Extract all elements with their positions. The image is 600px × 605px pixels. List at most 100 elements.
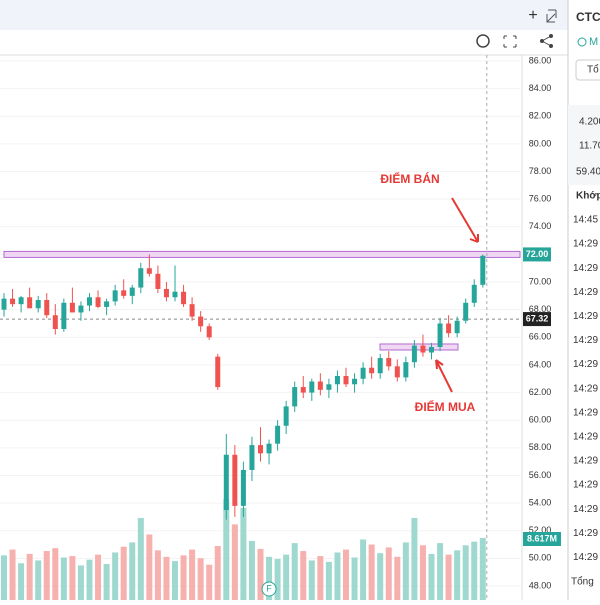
y-tick-label: 70.00 [529, 276, 552, 286]
trade-time: 14:29 [573, 407, 598, 418]
trade-time: 14:29 [573, 456, 598, 467]
candle-body [138, 268, 144, 288]
volume-bar [445, 554, 452, 600]
volume-bar [206, 564, 213, 600]
candle-body [1, 298, 7, 310]
volume-bar [479, 537, 486, 600]
volume-bar [172, 561, 178, 600]
event-marker [261, 581, 277, 597]
volume-bar [103, 564, 110, 600]
volume-bar [291, 543, 298, 600]
volume-bar [343, 549, 349, 600]
buy-arrow [435, 359, 453, 393]
y-tick-label: 78.00 [529, 166, 552, 176]
price-tag [523, 247, 551, 262]
trade-time: 14:45 [573, 215, 598, 226]
volume-bar [35, 560, 42, 600]
volume-bar [317, 556, 324, 600]
volume-bar [428, 553, 435, 600]
side-panel [568, 0, 600, 600]
candle-body [343, 376, 349, 385]
status: M [589, 36, 598, 48]
add-icon[interactable]: + [528, 7, 537, 24]
event-marker-label: F [266, 583, 272, 593]
volume-bar [86, 559, 93, 600]
volume-bar [163, 556, 170, 600]
volume-bar [437, 543, 444, 600]
candle-body [18, 297, 24, 305]
volume-bar [334, 552, 341, 600]
candle-body [95, 297, 101, 307]
volume-bar [394, 556, 401, 600]
settings-icon[interactable] [476, 34, 490, 48]
candle-body [377, 358, 383, 374]
candle-body [283, 406, 289, 426]
candle-body [275, 425, 281, 444]
candle-body [266, 443, 272, 454]
volume-bar [137, 517, 144, 600]
volume-bar [52, 548, 59, 600]
fullscreen-icon[interactable] [503, 35, 517, 48]
stat: 59.40 [576, 167, 600, 178]
y-tick-label: 60.00 [529, 415, 552, 425]
candle-body [35, 300, 41, 309]
stat: 4.200 [579, 117, 600, 128]
volume-bar [189, 549, 196, 600]
volume-bar [1, 555, 7, 600]
volume-bar [274, 558, 281, 600]
y-tick-label: 58.00 [529, 442, 552, 452]
y-tick-label: 66.00 [529, 332, 552, 342]
candle-body [471, 284, 477, 303]
trade-time: 14:29 [573, 528, 598, 539]
volume-bar [26, 553, 33, 600]
candle-body [112, 290, 118, 302]
volume-bar [180, 555, 187, 600]
trade-time: 14:29 [573, 552, 598, 563]
candle-body [172, 291, 178, 298]
volume-bar [308, 560, 315, 600]
tab-button[interactable] [575, 59, 600, 81]
volume-bar [248, 540, 255, 600]
stats-box [568, 105, 600, 185]
volume-bar [146, 534, 153, 600]
volume-bar [18, 563, 25, 600]
candle-body [163, 288, 169, 298]
candle-body [240, 469, 246, 506]
share-icon[interactable] [540, 34, 553, 48]
trade-time: 14:29 [573, 263, 598, 274]
volume-bar [129, 542, 136, 600]
candle-body [463, 302, 469, 321]
tab-button-label[interactable]: Tổ [587, 64, 599, 76]
volume-bar [283, 554, 290, 600]
volume-bar [385, 547, 392, 600]
volume-bar [95, 554, 102, 600]
candle-body [420, 345, 426, 353]
candle-body [300, 387, 306, 393]
y-tick-label: 86.00 [529, 55, 552, 65]
expand-icon[interactable] [546, 9, 557, 23]
volume-bar [77, 565, 84, 600]
y-tick-label: 76.00 [529, 194, 552, 204]
candle-body [446, 323, 452, 334]
resistance-zone [3, 250, 521, 258]
volume-bar [154, 550, 161, 600]
volume-bar [197, 558, 204, 600]
candle-body [429, 346, 434, 353]
volume-bar [462, 545, 469, 600]
volume-bar [360, 539, 367, 600]
candle-body [121, 290, 127, 296]
volume-bar [214, 546, 221, 600]
candle-body [309, 381, 315, 393]
volume-bar [411, 517, 418, 600]
volume-bar [257, 548, 264, 600]
candle-body [369, 367, 375, 374]
volume-bar [368, 544, 375, 600]
candle-body [360, 367, 366, 379]
volume-bar [231, 524, 238, 600]
candle-body [394, 366, 400, 378]
candle-body [403, 362, 409, 378]
candle-body [352, 378, 358, 385]
candle-body [206, 326, 212, 338]
y-tick-label: 84.00 [529, 83, 552, 93]
